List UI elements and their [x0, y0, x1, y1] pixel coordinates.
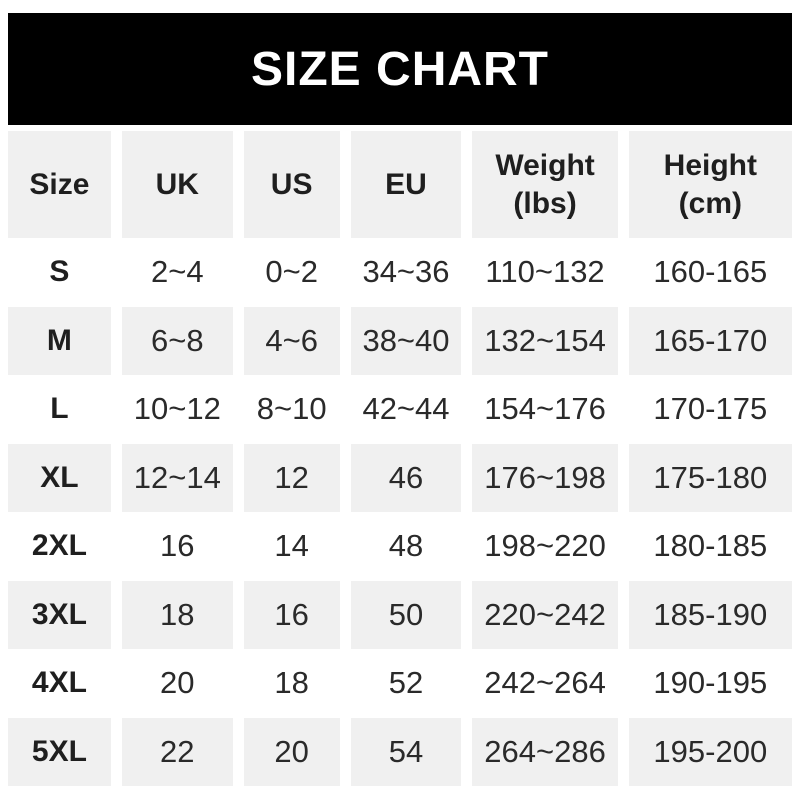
column-header-eu: EU	[350, 131, 462, 238]
us-cell: 8~10	[256, 391, 327, 427]
us-cell: 18	[274, 665, 309, 701]
table-row: 2XL 16 14 48 198~220 180-185	[8, 512, 792, 581]
height-cell: 165-170	[628, 306, 792, 375]
column-header-label: EU	[385, 167, 427, 201]
weight-cell: 132~154	[472, 306, 618, 375]
weight-cell: 176~198	[472, 443, 618, 512]
height-cell: 180-185	[653, 528, 768, 564]
table-row: XL 12~14 12 46 176~198 175-180	[8, 443, 792, 512]
eu-cell: 50	[350, 580, 462, 649]
size-cell: S	[49, 255, 70, 289]
column-header-label: US	[270, 167, 313, 201]
uk-cell: 6~8	[121, 306, 233, 375]
us-cell: 0~2	[265, 254, 318, 290]
us-cell: 14	[274, 528, 309, 564]
table-row: 5XL 22 20 54 264~286 195-200	[8, 717, 792, 786]
page-title: SIZE CHART	[251, 42, 549, 96]
column-header-sublabel: (cm)	[678, 186, 742, 220]
uk-cell: 16	[160, 528, 195, 564]
size-cell: M	[8, 306, 111, 375]
uk-cell: 20	[160, 665, 195, 701]
weight-cell: 264~286	[472, 717, 618, 786]
size-cell: XL	[8, 443, 111, 512]
column-header-label: Height	[663, 148, 757, 182]
eu-cell: 38~40	[350, 306, 462, 375]
uk-cell: 2~4	[151, 254, 204, 290]
height-cell: 195-200	[628, 717, 792, 786]
uk-cell: 22	[121, 717, 233, 786]
column-header-label: Size	[29, 167, 90, 201]
weight-cell: 198~220	[484, 528, 606, 564]
column-header-weight: Weight (lbs)	[472, 131, 618, 238]
height-cell: 185-190	[628, 580, 792, 649]
eu-cell: 42~44	[362, 391, 450, 427]
table-row: M 6~8 4~6 38~40 132~154 165-170	[8, 306, 792, 375]
weight-cell: 154~176	[484, 391, 606, 427]
column-header-label: UK	[155, 167, 199, 201]
weight-cell: 242~264	[484, 665, 606, 701]
weight-cell: 110~132	[485, 254, 605, 290]
uk-cell: 18	[121, 580, 233, 649]
size-table: Size UK US EU Weight (lbs) Height (cm) S…	[8, 131, 792, 786]
us-cell: 12	[243, 443, 340, 512]
column-header-sublabel: (lbs)	[513, 186, 577, 220]
eu-cell: 46	[350, 443, 462, 512]
table-row: 3XL 18 16 50 220~242 185-190	[8, 580, 792, 649]
size-cell: 4XL	[31, 666, 87, 700]
banner: SIZE CHART	[8, 13, 792, 125]
eu-cell: 52	[388, 665, 424, 701]
weight-cell: 220~242	[472, 580, 618, 649]
eu-cell: 54	[350, 717, 462, 786]
table-row: L 10~12 8~10 42~44 154~176 170-175	[8, 375, 792, 444]
column-header-label: Weight	[495, 148, 595, 182]
size-cell: 3XL	[8, 580, 111, 649]
eu-cell: 34~36	[362, 254, 450, 290]
table-row: S 2~4 0~2 34~36 110~132 160-165	[8, 238, 792, 307]
column-header-us: US	[243, 131, 340, 238]
size-cell: L	[50, 392, 69, 426]
height-cell: 170-175	[653, 391, 768, 427]
size-cell: 2XL	[31, 529, 87, 563]
height-cell: 175-180	[628, 443, 792, 512]
column-header-uk: UK	[121, 131, 233, 238]
us-cell: 16	[243, 580, 340, 649]
table-header-row: Size UK US EU Weight (lbs) Height (cm)	[8, 131, 792, 238]
size-cell: 5XL	[8, 717, 111, 786]
uk-cell: 12~14	[121, 443, 233, 512]
column-header-size: Size	[8, 131, 111, 238]
column-header-height: Height (cm)	[628, 131, 792, 238]
us-cell: 4~6	[243, 306, 340, 375]
uk-cell: 10~12	[133, 391, 221, 427]
us-cell: 20	[243, 717, 340, 786]
eu-cell: 48	[388, 528, 424, 564]
height-cell: 190-195	[653, 665, 768, 701]
height-cell: 160-165	[653, 254, 768, 290]
table-row: 4XL 20 18 52 242~264 190-195	[8, 649, 792, 718]
